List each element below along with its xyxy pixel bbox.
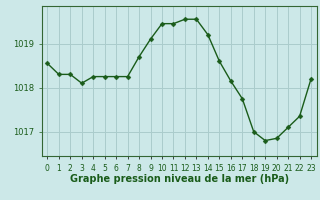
X-axis label: Graphe pression niveau de la mer (hPa): Graphe pression niveau de la mer (hPa) (70, 174, 289, 184)
